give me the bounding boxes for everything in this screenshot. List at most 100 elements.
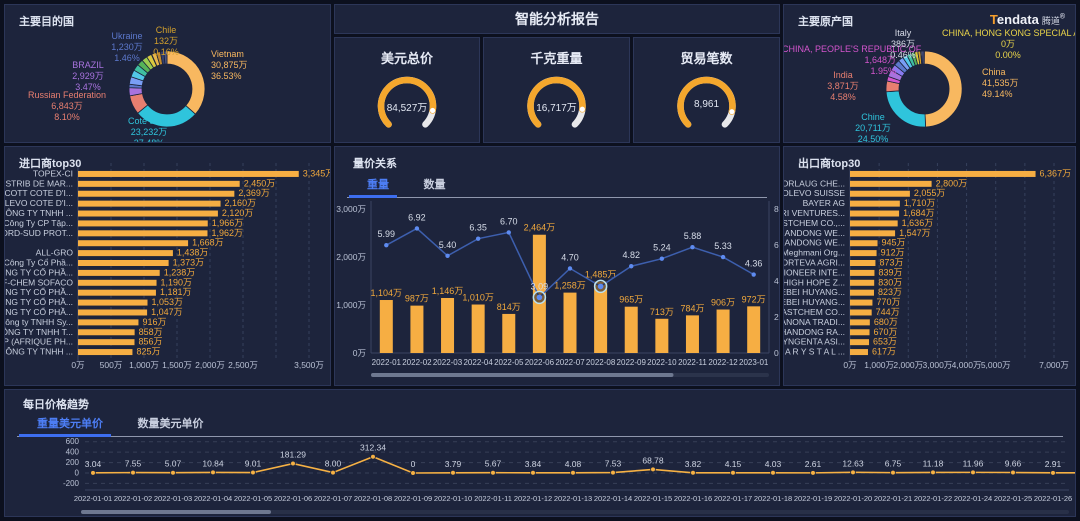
tab-quantity[interactable]: 数量	[423, 179, 446, 191]
axis-tick-label: 2022-01-24	[954, 494, 992, 503]
line-point	[290, 460, 296, 467]
bar-value-label: 972万	[742, 294, 766, 304]
line-value-label: 5.40	[439, 240, 457, 250]
axis-tick-label: 2022-01-04	[194, 494, 232, 503]
line-point	[384, 242, 389, 248]
axis-tick-label: 2	[774, 312, 779, 322]
daily-price-line-chart[interactable]: 6004002000-2003.042022-01-017.552022-01-…	[5, 390, 1075, 516]
bar-name-label: EASTCHEM CO...	[784, 307, 845, 317]
line-value-label: 3.84	[525, 459, 542, 469]
bar	[850, 279, 875, 286]
origin-panel: 主要原产国 Tendata 腾道® China 41,535万 49.14% Chin…	[783, 4, 1076, 143]
bar	[78, 220, 208, 227]
bar-name-label: CÔNG TY TNHH T...	[5, 327, 73, 337]
line-value-label: 6.75	[885, 459, 902, 469]
bar	[78, 309, 148, 316]
volume-price-combo-chart[interactable]: 0万 1,000万 2,000万 3,000万 0 2 4 6 8 1,104万 2022-01 98…	[335, 147, 779, 385]
usd-total-gauge-chart[interactable]	[335, 64, 479, 143]
line-value-label: 5.99	[378, 229, 396, 239]
pie-label-prc: CHINA, PEOPLE'S REPUBLIC OF 1,648万 1.95%	[783, 44, 922, 76]
line-point	[170, 469, 176, 476]
tab-weight[interactable]: 重量	[349, 176, 397, 198]
bar-name-label: SHANDONG RA...	[784, 327, 845, 337]
bar	[624, 306, 638, 353]
panel-title: 量价关系	[353, 158, 397, 170]
bar	[850, 349, 868, 356]
axis-tick-label: 2022-07	[555, 358, 585, 367]
tendata-logo-mark: T	[989, 12, 997, 27]
pie-slice	[921, 50, 925, 65]
axis-tick-label: 2022-01-16	[674, 494, 712, 503]
axis-tick-label: 2022-01-11	[474, 494, 512, 503]
tab-quantity-usd-price[interactable]: 数量美元单价	[137, 418, 204, 430]
pie-label-chile: Chile 132万 0.16%	[153, 25, 179, 57]
origin-donut-chart[interactable]	[784, 5, 1075, 142]
bar	[78, 200, 221, 207]
bar-name-label: CÔNG TY TNHH ...	[5, 347, 73, 357]
line-point	[597, 283, 604, 290]
bar-value-label: 1,190万	[161, 277, 193, 287]
pie-slice	[166, 50, 206, 115]
line-point	[250, 469, 256, 476]
bar	[502, 313, 516, 353]
bar-value-label: 6,367万	[1040, 168, 1072, 178]
axis-tick-label: 2022-01-02	[114, 494, 152, 503]
bar	[747, 306, 761, 353]
bar	[850, 220, 898, 227]
bar-value-label: 1,547万	[899, 228, 931, 238]
scrollbar-thumb[interactable]	[81, 510, 271, 514]
line-point	[629, 264, 634, 269]
bar	[850, 190, 910, 197]
bar-value-label: 1,104万	[371, 288, 403, 298]
line-point	[450, 470, 456, 476]
line-value-label: 9.66	[1005, 458, 1022, 468]
bar-value-label: 1,181万	[160, 287, 192, 297]
line-point	[720, 254, 726, 260]
tab-weight-usd-price[interactable]: 重量美元单价	[19, 415, 111, 437]
axis-tick-label: 600	[66, 437, 80, 446]
bar-name-label: CÔNG TY CỔ PHẦ...	[5, 296, 73, 307]
bar-name-label: NORD-SUD PROT...	[5, 228, 73, 238]
trade-count-gauge-chart[interactable]	[634, 64, 779, 143]
bar-value-label: 2,800万	[936, 178, 968, 188]
price-line	[92, 455, 1075, 474]
axis-tick-label: 1,000万	[864, 360, 894, 370]
bar-name-label: Công Ty Cổ Phầ...	[5, 258, 73, 268]
importers-panel: 进口商top30 0万 500万 1,000万 1,500万 2,000万 2,500万 3…	[4, 146, 331, 386]
bar-name-label: CÔNG TY CỔ PHẦ...	[5, 286, 73, 297]
scrollbar-thumb[interactable]	[371, 373, 674, 377]
bar-name-label: Meghmani Org...	[784, 248, 845, 258]
bar-name-label: HEBEI HUYANG...	[784, 287, 845, 297]
volume-price-panel: 量价关系 重量 数量 0万 1,000万 2,000万 3,000万 0 2 4 6 8 1,10…	[334, 146, 780, 386]
bar	[78, 250, 173, 257]
bar	[850, 339, 870, 346]
destination-donut-chart[interactable]	[5, 5, 330, 142]
line-value-label: 4.36	[745, 259, 763, 269]
daily-price-panel: 每日价格趋势 重量美元单价 数量美元单价 600 400 200 0 -200 3.04 2…	[4, 389, 1076, 517]
importers-bar-chart[interactable]: 0万 500万 1,000万 1,500万 2,000万 2,500万 3,500万 TOPE…	[5, 147, 330, 385]
bar-name-label: CÔNG TY CỔ PHẦ...	[5, 306, 73, 317]
line-value-label: 4.15	[725, 459, 742, 469]
tendata-logo-cn: 腾道	[1041, 16, 1060, 26]
destination-panel: 主要目的国 Vietnam 30,875万 36.53% Cote d'Iv... 2…	[4, 4, 331, 143]
line-point	[490, 469, 496, 476]
bar-name-label: EASTCHEM CO.,...	[784, 218, 845, 228]
line-value-label: 6.92	[408, 212, 426, 222]
bar-value-label: 1,053万	[151, 297, 183, 307]
page-title: 智能分析报告	[515, 11, 599, 27]
axis-tick-label: 400	[66, 448, 80, 457]
axis-tick-label: 2022-08	[586, 358, 616, 367]
bar-value-label: 987万	[405, 294, 429, 304]
axis-tick-label: 0万	[353, 348, 366, 358]
axis-tick-label: 0	[774, 348, 779, 358]
pie-slice	[923, 50, 963, 128]
bar-value-label: 823万	[878, 287, 902, 297]
line-value-label: 0	[411, 459, 416, 469]
exporters-bar-chart[interactable]: 0万 1,000万 2,000万 3,000万 4,000万 5,000万 7,000万 6,…	[784, 147, 1075, 385]
bar-value-label: 1,684万	[903, 208, 935, 218]
axis-tick-label: 2022-04	[463, 358, 493, 367]
line-point	[475, 236, 481, 241]
axis-tick-label: 2022-01-18	[754, 494, 792, 503]
kg-weight-gauge-chart[interactable]	[484, 64, 629, 143]
axis-tick-label: 2022-01-14	[594, 494, 632, 503]
